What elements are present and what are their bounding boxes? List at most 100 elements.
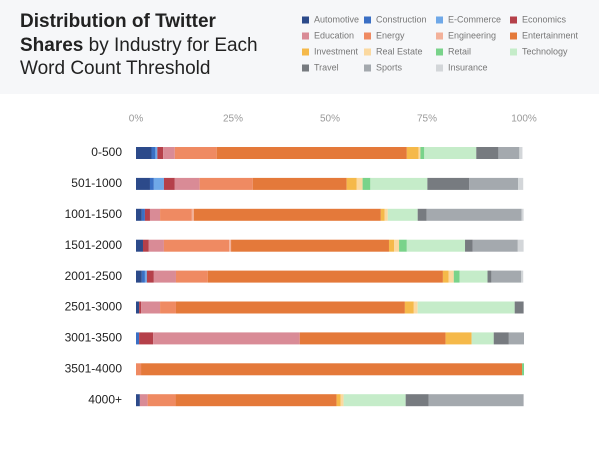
bar-segment bbox=[136, 239, 143, 252]
legend-label: Insurance bbox=[448, 62, 488, 72]
bar-segment bbox=[442, 270, 449, 283]
legend-swatch bbox=[510, 48, 517, 56]
bar-segment bbox=[163, 239, 230, 252]
bar-segment bbox=[141, 363, 523, 376]
chart-title-part: Shares bbox=[20, 35, 83, 56]
bar-segment bbox=[151, 147, 156, 159]
bar-segment bbox=[144, 270, 147, 283]
bar-segment bbox=[459, 270, 488, 283]
bar-segment bbox=[343, 394, 406, 407]
bar-segment bbox=[453, 270, 460, 283]
legend-swatch bbox=[510, 32, 517, 40]
bar-segment bbox=[508, 332, 524, 345]
bar-segment bbox=[252, 177, 347, 190]
bar-segment bbox=[193, 208, 381, 221]
bar-segment bbox=[136, 301, 140, 314]
bar-segment bbox=[136, 147, 152, 159]
bar-segment bbox=[487, 270, 492, 283]
bar-segment bbox=[299, 332, 446, 345]
bar-segment bbox=[514, 301, 524, 314]
bar-segment bbox=[136, 394, 140, 407]
header-background bbox=[0, 0, 599, 94]
legend-label: Entertainment bbox=[522, 30, 579, 40]
bar-segment bbox=[160, 301, 176, 314]
bar-segment bbox=[144, 208, 150, 221]
bar-segment bbox=[139, 394, 148, 407]
bar-segment bbox=[155, 147, 158, 159]
chart-title-part: by Industry for Each bbox=[89, 35, 258, 56]
bar-segment bbox=[519, 147, 523, 159]
legend-swatch bbox=[364, 32, 371, 40]
legend-label: Economics bbox=[522, 14, 567, 24]
bar-segment bbox=[174, 177, 200, 190]
bar-segment bbox=[141, 301, 161, 314]
y-tick-label: 2001-2500 bbox=[65, 269, 123, 283]
legend-swatch bbox=[302, 64, 309, 72]
bar-segment bbox=[175, 270, 208, 283]
chart-title: Word Count Threshold bbox=[20, 58, 210, 79]
x-tick-label: 50% bbox=[320, 114, 340, 125]
bar-segment bbox=[148, 239, 164, 252]
bar-segment bbox=[142, 239, 149, 252]
y-tick-label: 0-500 bbox=[91, 145, 122, 159]
x-tick-label: 25% bbox=[223, 114, 243, 125]
y-tick-label: 3501-4000 bbox=[65, 361, 123, 375]
legend-label: Investment bbox=[314, 46, 359, 56]
legend-label: Engineering bbox=[448, 30, 496, 40]
bar-segment bbox=[387, 208, 418, 221]
legend-swatch bbox=[302, 32, 309, 40]
legend-label: Automotive bbox=[314, 14, 359, 24]
bar-segment bbox=[518, 177, 524, 190]
bar-segment bbox=[231, 239, 389, 252]
bar-segment bbox=[160, 208, 192, 221]
legend-swatch bbox=[436, 48, 443, 56]
chart-title: Shares by Industry for Each bbox=[20, 35, 258, 56]
bar-segment bbox=[493, 332, 509, 345]
x-tick-label: 75% bbox=[417, 114, 437, 125]
bar-segment bbox=[157, 147, 164, 159]
bar-segment bbox=[476, 147, 499, 159]
bar-segment bbox=[388, 239, 395, 252]
bar-segment bbox=[136, 332, 140, 345]
legend-label: Real Estate bbox=[376, 46, 423, 56]
bar-segment bbox=[427, 177, 470, 190]
bar-segment bbox=[417, 208, 427, 221]
bar-segment bbox=[521, 208, 524, 221]
bar-segment bbox=[175, 301, 405, 314]
bar-segment bbox=[384, 208, 388, 221]
bar-segment bbox=[491, 270, 522, 283]
legend-swatch bbox=[436, 32, 443, 40]
legend-swatch bbox=[302, 48, 309, 56]
legend-label: Technology bbox=[522, 46, 568, 56]
bar-segment bbox=[141, 270, 145, 283]
bar-segment bbox=[136, 208, 142, 221]
bar-segment bbox=[448, 270, 454, 283]
chart-title: Distribution of Twitter bbox=[20, 11, 217, 32]
bar-segment bbox=[469, 177, 519, 190]
y-tick-label: 2501-3000 bbox=[65, 300, 123, 314]
bar-segment bbox=[146, 270, 154, 283]
bar-segment bbox=[216, 147, 407, 159]
bar-segment bbox=[139, 301, 142, 314]
bar-segment bbox=[199, 177, 253, 190]
bar-segment bbox=[420, 147, 425, 159]
bar-segment bbox=[147, 394, 176, 407]
bar-segment bbox=[522, 363, 524, 376]
legend-label: Retail bbox=[448, 46, 471, 56]
legend-label: Sports bbox=[376, 62, 403, 72]
legend-swatch bbox=[302, 16, 309, 24]
bar-segment bbox=[207, 270, 443, 283]
bar-segment bbox=[406, 239, 466, 252]
legend-label: Education bbox=[314, 30, 354, 40]
x-tick-label: 0% bbox=[129, 114, 144, 125]
bar-segment bbox=[153, 270, 176, 283]
bar-segment bbox=[191, 208, 194, 221]
bar-segment bbox=[517, 239, 524, 252]
bar-segment bbox=[362, 177, 371, 190]
bar-segment bbox=[417, 301, 515, 314]
bar-segment bbox=[472, 239, 518, 252]
legend-swatch bbox=[364, 64, 371, 72]
bar-segment bbox=[404, 301, 414, 314]
bar-segment bbox=[153, 177, 164, 190]
x-tick-label: 100% bbox=[511, 114, 537, 125]
